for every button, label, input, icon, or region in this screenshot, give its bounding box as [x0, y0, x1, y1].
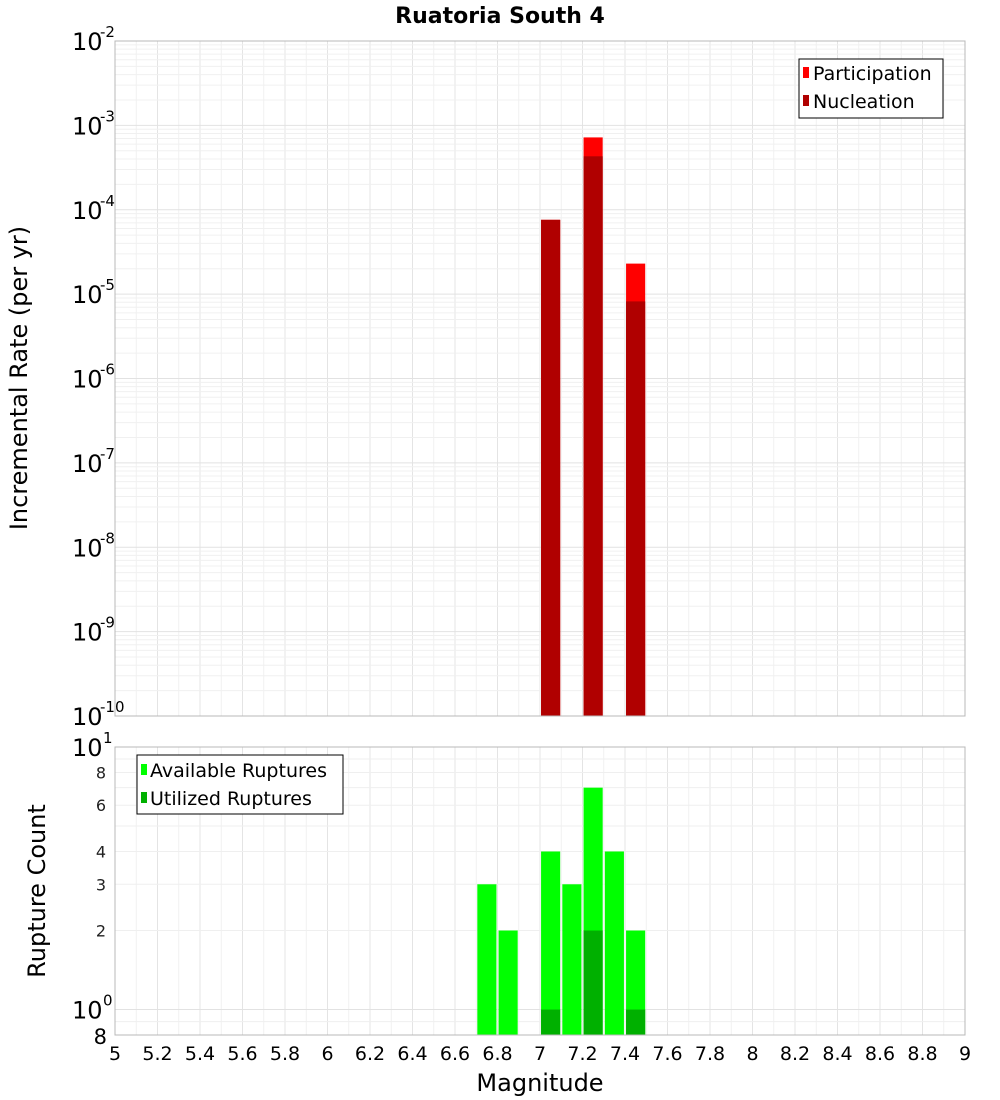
- x-tick-label: 7.4: [610, 1043, 640, 1065]
- x-tick-label: 7.6: [652, 1043, 682, 1065]
- utilized-ruptures-legend-swatch: [141, 792, 147, 803]
- count-y-axis-label: Rupture Count: [23, 804, 51, 978]
- count-y-tick-label: 10: [72, 734, 103, 762]
- available-ruptures-legend-swatch: [141, 764, 147, 775]
- count-bars: [477, 787, 646, 1035]
- x-tick-label: 8: [746, 1043, 758, 1065]
- rate-y-tick-label: 10: [72, 703, 103, 731]
- rate-y-tick-label: 10: [72, 534, 103, 562]
- x-tick-label: 5.8: [270, 1043, 300, 1065]
- x-tick-label: 6.6: [440, 1043, 470, 1065]
- x-tick-label: 7.2: [567, 1043, 597, 1065]
- x-tick-label: 5: [109, 1043, 121, 1065]
- rate-legend: Participation Nucleation: [798, 58, 944, 119]
- rate-bars: [541, 137, 646, 717]
- x-tick-label: 5.6: [227, 1043, 257, 1065]
- rate-y-tick-exponent: -4: [100, 192, 115, 210]
- rate-y-tick-label: 10: [72, 112, 103, 140]
- available-ruptures-bar: [541, 851, 561, 1035]
- count-legend-box: [136, 754, 344, 815]
- x-tick-label: 7.8: [695, 1043, 725, 1065]
- rate-y-tick-label: 10: [72, 619, 103, 647]
- rate-y-tick-label: 10: [72, 366, 103, 394]
- x-tick-label: 6.4: [397, 1043, 427, 1065]
- count-legend: Available Ruptures Utilized Ruptures: [136, 754, 344, 815]
- rate-y-tick-exponent: -6: [100, 361, 115, 379]
- x-tick-label: 6.8: [482, 1043, 512, 1065]
- count-plot-border: [114, 746, 966, 1036]
- x-tick-label: 5.4: [185, 1043, 215, 1065]
- rate-y-tick-exponent: -10: [100, 698, 125, 716]
- nucleation-legend-swatch: [803, 95, 809, 106]
- utilized-ruptures-legend-label: Utilized Ruptures: [150, 788, 312, 810]
- rate-y-axis-label: Incremental Rate (per yr): [5, 226, 33, 530]
- rate-y-tick-exponent: -5: [100, 276, 115, 294]
- rate-y-tick-exponent: -8: [100, 529, 115, 547]
- count-y-tick-minor-label: 2: [96, 922, 106, 941]
- x-tick-label: 6: [321, 1043, 333, 1065]
- utilized-ruptures-bar: [583, 930, 603, 1035]
- rate-plot-border: [114, 40, 966, 717]
- rate-y-tick-exponent: -7: [100, 445, 115, 463]
- available-ruptures-legend-label: Available Ruptures: [150, 760, 327, 782]
- available-ruptures-bar: [604, 851, 624, 1035]
- utilized-ruptures-bar: [541, 1009, 561, 1035]
- count-y-tick-minor-label: 8: [94, 1025, 107, 1049]
- chart-title: Ruatoria South 4: [395, 4, 605, 29]
- rate-legend-box: [798, 58, 944, 119]
- x-tick-label: 8.4: [822, 1043, 852, 1065]
- rate-panel: 10-210-310-410-510-610-710-810-910-10 In…: [5, 23, 966, 731]
- nucleation-legend-label: Nucleation: [813, 91, 915, 113]
- available-ruptures-bar: [477, 884, 497, 1035]
- count-y-tick-label: 10: [72, 997, 103, 1025]
- x-axis-label: Magnitude: [476, 1069, 603, 1097]
- nucleation-bar: [541, 219, 561, 717]
- count-y-tick-minor-label: 8: [96, 763, 106, 782]
- participation-legend-label: Participation: [813, 63, 932, 85]
- nucleation-bar: [583, 156, 603, 717]
- participation-legend-swatch: [803, 67, 809, 78]
- rate-y-tick-label: 10: [72, 450, 103, 478]
- count-y-tick-exponent: 1: [103, 729, 113, 747]
- available-ruptures-bar: [498, 930, 518, 1035]
- nucleation-bar: [626, 301, 646, 716]
- x-tick-label: 8.6: [865, 1043, 895, 1065]
- x-tick-label: 5.2: [142, 1043, 172, 1065]
- rate-y-tick-exponent: -9: [100, 614, 115, 632]
- utilized-ruptures-bar: [626, 1009, 646, 1035]
- available-ruptures-bar: [562, 884, 582, 1035]
- x-tick-label: 8.8: [907, 1043, 937, 1065]
- count-y-tick-minor-label: 3: [96, 875, 106, 894]
- count-y-tick-minor-label: 6: [96, 796, 106, 815]
- rate-grid: [114, 41, 966, 717]
- rate-y-ticks: 10-210-310-410-510-610-710-810-910-10: [72, 23, 125, 731]
- rate-y-tick-label: 10: [72, 28, 103, 56]
- x-tick-label: 6.2: [355, 1043, 385, 1065]
- x-ticks: 5 5.2 5.4 5.6 5.8 6 6.2 6.4 6.6 6.8 7 7.2 7.4 7.6 7.8 8…: [109, 1043, 971, 1065]
- rate-y-tick-exponent: -3: [100, 107, 115, 125]
- x-tick-label: 8.2: [780, 1043, 810, 1065]
- count-y-tick-minor-label: 4: [96, 842, 106, 861]
- rate-y-tick-label: 10: [72, 281, 103, 309]
- rate-y-tick-label: 10: [72, 197, 103, 225]
- count-y-tick-exponent: 0: [103, 992, 113, 1010]
- x-tick-label: 9: [959, 1043, 971, 1065]
- rate-y-tick-exponent: -2: [100, 23, 115, 41]
- available-ruptures-bar: [626, 930, 646, 1035]
- x-tick-label: 7: [534, 1043, 546, 1065]
